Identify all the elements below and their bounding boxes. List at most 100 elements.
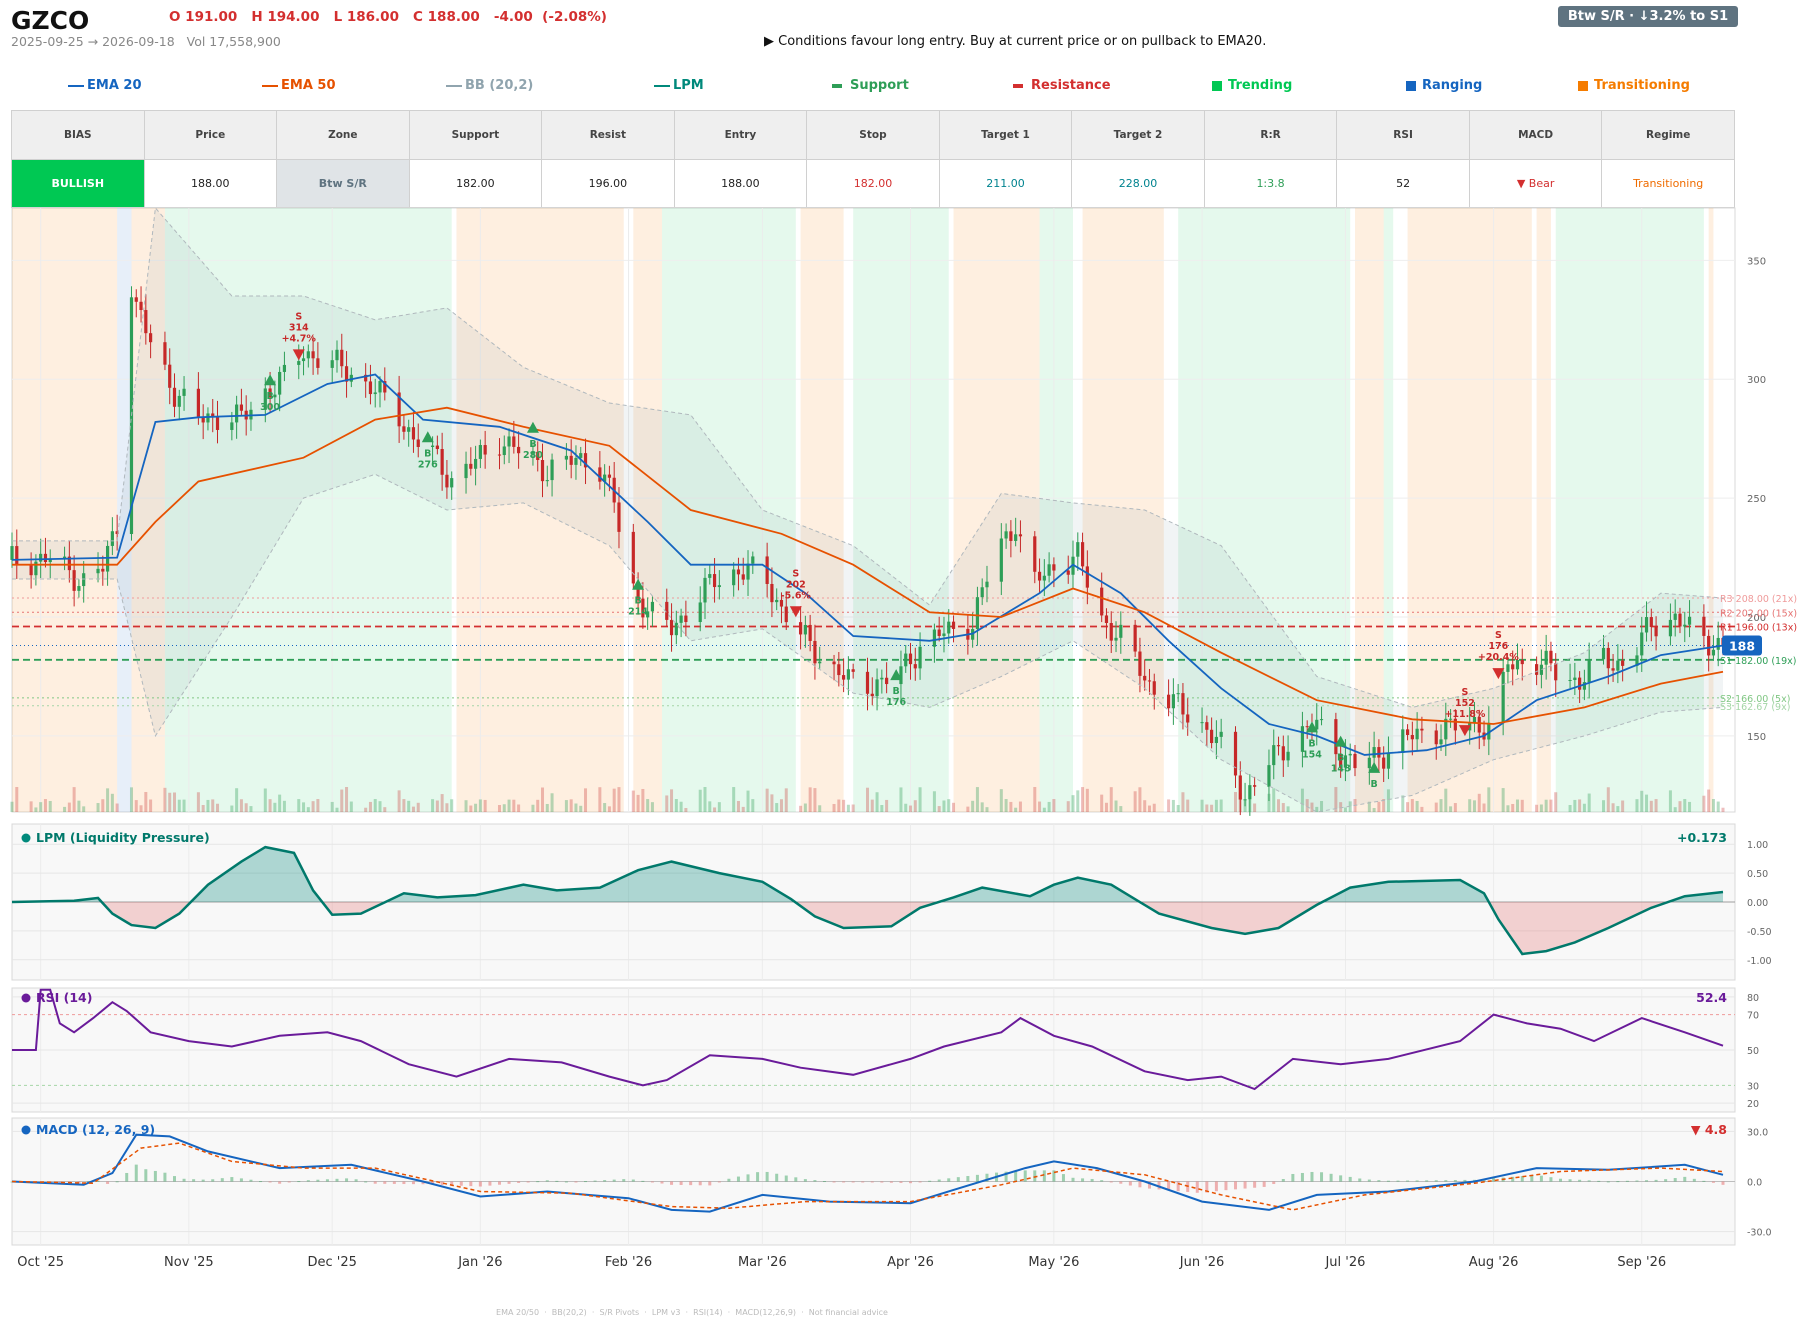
macd-histogram-bar	[1673, 1178, 1677, 1182]
candle-body	[469, 463, 473, 469]
macd-histogram-bar	[1396, 1180, 1400, 1182]
volume-bar	[1544, 799, 1548, 812]
macd-histogram-bar	[1262, 1181, 1266, 1187]
volume-bar	[932, 791, 936, 812]
volume-bar	[1253, 803, 1257, 812]
volume-bar	[665, 795, 669, 812]
volume-bar	[736, 800, 740, 812]
summary-header-row: BIAS Price Zone Support Resist Entry Stop Targe…	[11, 110, 1735, 160]
volume-bar	[29, 801, 33, 812]
candle-body	[885, 677, 889, 685]
candle-body	[1621, 660, 1625, 666]
volume-bar	[1085, 788, 1089, 812]
volume-bar	[1372, 807, 1376, 812]
candle-body	[798, 622, 803, 635]
macd-histogram-bar	[1176, 1181, 1180, 1192]
macd-histogram-bar	[1578, 1179, 1582, 1182]
macd-histogram-bar	[1492, 1178, 1496, 1182]
volume-bar	[1482, 803, 1486, 812]
candle-body	[865, 671, 870, 694]
volume-bar	[741, 806, 745, 812]
macd-histogram-bar	[268, 1181, 272, 1183]
macd-histogram-bar	[1559, 1178, 1563, 1182]
volume-bar	[1018, 801, 1022, 812]
volume-bar	[134, 800, 138, 812]
macd-histogram-bar	[354, 1179, 358, 1182]
signal-label: B	[893, 686, 900, 697]
lpm-title: LPM (Liquidity Pressure)	[36, 830, 210, 845]
volume-bar	[732, 787, 736, 812]
volume-bar	[870, 799, 874, 812]
candle-body	[1047, 564, 1051, 576]
macd-histogram-bar	[1406, 1180, 1410, 1182]
candle-body	[980, 587, 984, 598]
overlay-line-ema-20	[11, 373, 1724, 756]
price-tick-label: 300	[1747, 375, 1766, 386]
table-cell-rsi: 52	[1336, 159, 1470, 208]
candle-body	[1554, 663, 1558, 681]
volume-bar	[1200, 799, 1204, 812]
macd-histogram-bar	[345, 1178, 349, 1182]
candle-body	[1276, 745, 1281, 747]
volume-bar	[106, 788, 110, 812]
candle-body	[579, 453, 583, 458]
volume-bar	[603, 803, 607, 812]
legend-label: EMA 20	[87, 78, 142, 93]
volume-bar	[1444, 788, 1448, 812]
regime-band-trending	[1555, 208, 1704, 812]
month-tick-label: Jan '26	[457, 1255, 502, 1270]
legend-label: Resistance	[1031, 78, 1111, 93]
legend-item-lpm: LPM	[654, 78, 704, 93]
volume-bar	[708, 801, 712, 812]
price-tick-label: 150	[1747, 732, 1766, 743]
macd-histogram-bar	[842, 1181, 846, 1183]
price-tick-label: 350	[1747, 256, 1766, 267]
regime-band-trending	[164, 208, 452, 812]
volume-bar	[397, 790, 401, 812]
candle-body	[1281, 746, 1285, 761]
macd-histogram-bar	[1377, 1180, 1381, 1182]
candle-body	[1611, 668, 1615, 671]
candle-body	[1348, 753, 1352, 756]
candle-body	[607, 474, 612, 478]
candle-body	[899, 666, 903, 685]
volume-bar	[497, 805, 501, 812]
chart-area: 150 200 250 300 350 Oct '25 Nov '25 Dec '25 Jan …	[10, 206, 1797, 1270]
candle-body	[875, 679, 879, 697]
volume-bar	[340, 789, 344, 812]
macd-histogram-bar	[679, 1181, 683, 1185]
volume-bar	[1477, 793, 1481, 812]
signal-label: B	[1308, 738, 1315, 749]
macd-histogram-bar	[201, 1179, 205, 1182]
table-header-zone: Zone	[276, 110, 410, 160]
macd-histogram-bar	[1386, 1180, 1390, 1182]
macd-histogram-bar	[775, 1173, 779, 1182]
volume-bar	[770, 794, 774, 812]
candle-body	[846, 669, 850, 680]
volume-bar	[1711, 799, 1715, 812]
volume-bar	[230, 805, 234, 812]
candle-body	[842, 675, 846, 680]
volume-bar	[952, 802, 956, 812]
regime-band-transitioning	[131, 208, 165, 812]
table-cell-macd: ▼ Bear	[1468, 159, 1603, 208]
volume-bar	[139, 805, 143, 812]
candle-body	[1515, 660, 1520, 670]
candle-body	[1711, 649, 1716, 656]
candle-body	[196, 388, 200, 417]
volume-bar	[10, 801, 14, 812]
month-tick-label: Oct '25	[17, 1255, 64, 1270]
candle-body	[1066, 570, 1070, 575]
volume-bar	[1382, 799, 1386, 812]
candle-body	[1673, 613, 1677, 620]
volume-bar	[517, 804, 521, 812]
macd-histogram-bar	[1205, 1181, 1209, 1193]
candle-body	[669, 619, 674, 636]
candle-body	[1248, 785, 1252, 800]
candle-body	[110, 531, 114, 546]
volume-bar	[182, 799, 186, 812]
volume-bar	[670, 789, 674, 812]
candle-body	[268, 388, 272, 398]
lpm-value: +0.173	[1677, 830, 1727, 845]
candle-body	[263, 388, 267, 410]
